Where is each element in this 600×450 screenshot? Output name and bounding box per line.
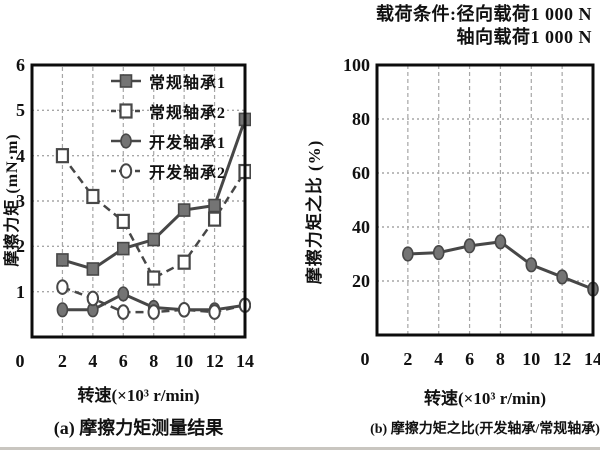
series-developed-bearing-2-marker [86, 290, 100, 307]
series-torque-ratio-marker [556, 269, 568, 285]
legend-marker-conventional-bearing-1-glyph [119, 74, 133, 88]
series-developed-bearing-1-marker [56, 302, 69, 318]
chart-b-frame [375, 63, 595, 337]
chart-a-xtick-10: 10 [175, 351, 194, 371]
legend-marker-developed-bearing-2-icon [111, 163, 141, 179]
series-conventional-bearing-2-marker [147, 270, 161, 286]
chart-b-xtick-2: 2 [403, 349, 413, 369]
chart-a-xtick-4: 4 [88, 351, 98, 371]
series-torque-ratio-marker [432, 245, 445, 261]
series-developed-bearing-2-marker [177, 302, 191, 318]
series-conventional-bearing-1-marker [116, 241, 130, 256]
series-conventional-bearing-2-marker [55, 148, 70, 164]
chart-b-xtick-8: 8 [495, 349, 505, 369]
legend-marker-conventional-bearing-2-icon [111, 103, 141, 119]
series-conventional-bearing-2-marker [116, 213, 130, 229]
chart-a-y-axis-title: 摩擦力矩 (mN·m) [4, 133, 21, 267]
chart-a-xtick-6: 6 [118, 351, 128, 371]
series-conventional-bearing-1-marker [56, 253, 69, 267]
load-condition-note: 载荷条件:径向载荷1 000 N 轴向载荷1 000 N [376, 3, 592, 49]
series-conventional-bearing-1-marker [177, 203, 191, 217]
chart-b-xtick-14: 14 [584, 349, 600, 369]
chart-b-xtick-12: 12 [553, 349, 572, 369]
chart-b-xtick-4: 4 [434, 349, 444, 369]
series-developed-bearing-2-marker [117, 304, 130, 320]
chart-a-ytick-5: 5 [16, 100, 25, 121]
chart-a-xtick-8: 8 [149, 351, 159, 371]
chart-b-ytick-100: 100 [343, 55, 370, 75]
series-conventional-bearing-2-marker [177, 254, 191, 270]
series-developed-bearing-2-marker [208, 304, 221, 320]
chart-a-caption: (a) 摩擦力矩测量结果 [53, 418, 224, 438]
chart-b-xtick-10: 10 [522, 349, 541, 369]
series-conventional-bearing-2-marker [207, 211, 222, 227]
legend-label-developed-bearing-2: 开发轴承2 [149, 165, 227, 182]
legend-item-conventional-bearing-2: 常规轴承2 [110, 96, 226, 126]
series-conventional-bearing-1-marker [86, 262, 100, 276]
legend-marker-developed-bearing-1-icon [111, 133, 141, 149]
series-developed-bearing-1-marker [117, 286, 130, 302]
chart-a-xtick-2: 2 [57, 351, 67, 371]
chart-a-ytick-6: 6 [16, 55, 25, 75]
load-condition-line2: 轴向载荷1 000 N [456, 27, 592, 47]
chart-a-ytick-3: 3 [16, 191, 25, 211]
legend-marker-conventional-bearing-1-icon [111, 74, 141, 88]
series-torque-ratio-marker [402, 246, 414, 262]
chart-a-frame [30, 63, 247, 339]
series-conventional-bearing-1-marker [208, 198, 221, 213]
legend-label-conventional-bearing-1: 常规轴承1 [149, 75, 227, 92]
chart-a-legend: 常规轴承1 常规轴承2 开发轴承1 开发轴承2 [110, 66, 226, 186]
chart-b-x-axis-title: 转速(×10³ r/min) [424, 389, 546, 408]
chart-a-ytick-4: 4 [16, 145, 25, 166]
legend-marker-developed-bearing-2-glyph [119, 163, 133, 179]
legend-marker-conventional-bearing-2-glyph [119, 103, 133, 119]
legend-item-conventional-bearing-1: 常规轴承1 [110, 66, 226, 96]
legend-item-developed-bearing-1: 开发轴承1 [110, 126, 226, 156]
legend-marker-developed-bearing-1-glyph [120, 133, 132, 149]
chart-a-xtick-14: 14 [236, 351, 254, 371]
page-bottom-edge [0, 447, 600, 450]
legend-label-developed-bearing-1: 开发轴承1 [149, 135, 227, 152]
chart-a-ytick-2: 2 [16, 236, 25, 257]
series-torque-ratio-marker [494, 234, 507, 250]
chart-b-ytick-20: 20 [352, 271, 370, 291]
series-torque-ratio-marker [525, 257, 538, 273]
legend-item-developed-bearing-2: 开发轴承2 [110, 156, 226, 186]
chart-b-plot-canvas [375, 63, 599, 337]
chart-a-ytick-1: 1 [16, 281, 25, 302]
series-conventional-bearing-1-marker [147, 232, 161, 247]
chart-b-caption: (b) 摩擦力矩之比(开发轴承/常规轴承) [370, 422, 600, 437]
load-condition-line1: 载荷条件:径向载荷1 000 N [376, 4, 592, 24]
series-developed-bearing-2-marker [56, 279, 69, 295]
series-torque-ratio-marker [463, 238, 476, 254]
chart-b-ytick-80: 80 [352, 109, 370, 129]
series-developed-bearing-2-marker [147, 304, 160, 320]
chart-b-xtick-6: 6 [465, 349, 475, 369]
legend-label-conventional-bearing-2: 常规轴承2 [149, 105, 227, 122]
chart-b-ytick-40: 40 [352, 217, 370, 237]
chart-b-y-axis-title: 摩擦力矩之比 (%) [305, 139, 324, 285]
chart-a-plot-canvas [30, 63, 251, 339]
chart-b-xtick-0: 0 [360, 349, 370, 369]
series-conventional-bearing-2-marker [86, 188, 100, 205]
chart-b-ytick-60: 60 [352, 163, 370, 183]
chart-a-xtick-12: 12 [205, 351, 224, 371]
chart-a-xtick-0: 0 [15, 351, 25, 371]
chart-a-x-axis-title: 转速(×10³ r/min) [77, 386, 200, 405]
